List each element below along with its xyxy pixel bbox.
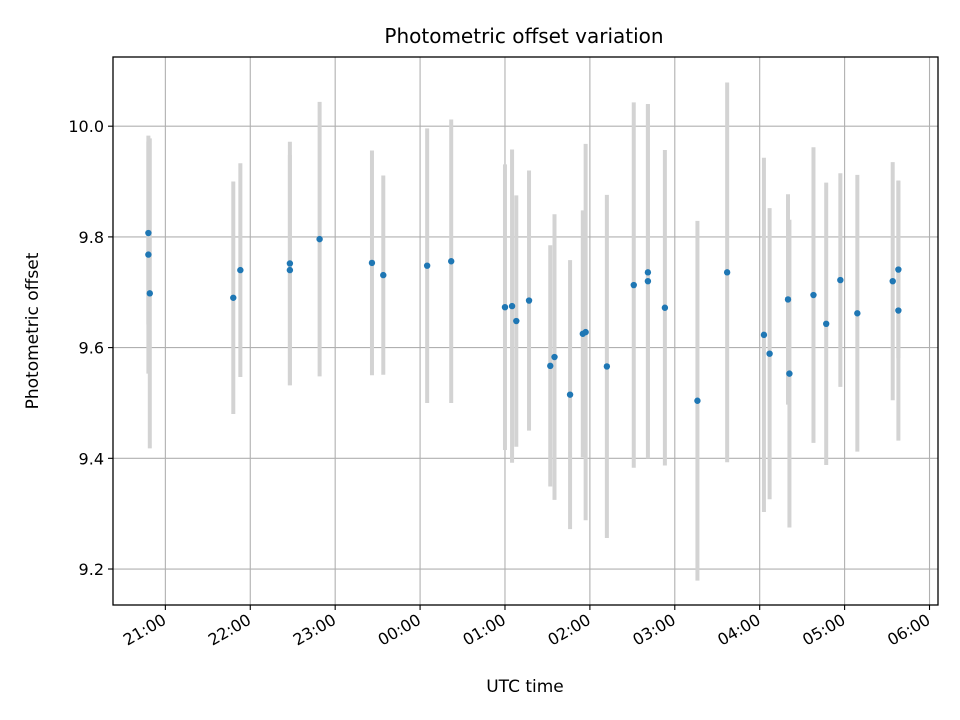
data-point [889,277,896,285]
x-tick-label: 04:00 [714,610,763,650]
x-tick-label: 01:00 [460,610,509,650]
plot-frame [112,56,939,606]
data-point [146,290,153,297]
data-point [566,391,574,398]
x-tick-label: 00:00 [375,610,424,650]
data-point [316,235,323,243]
data-point [603,363,611,370]
data-point [423,262,431,269]
data-point [895,307,902,314]
y-tick-label: 9.2 [79,560,104,579]
y-tick-label: 9.6 [79,339,104,358]
x-tick-label: 03:00 [629,610,678,650]
data-point [547,362,554,370]
data-point [513,317,520,325]
data-point [525,297,533,304]
data-points [145,229,902,404]
data-point [895,266,902,273]
x-tick-label: 05:00 [799,610,848,650]
data-point [786,370,793,377]
error-bars [146,82,901,581]
data-point [760,331,768,339]
x-tick-label: 21:00 [120,610,169,650]
x-axis-ticks: 21:00 22:00 23:00 00:00 01:00 02:00 03:00 04:00… [120,605,934,650]
data-point [766,350,773,357]
x-tick-label: 02:00 [544,610,593,650]
data-point [286,266,294,274]
y-tick-label: 9.4 [79,449,104,468]
data-point [145,251,152,258]
data-point [644,269,652,276]
data-point [448,258,455,265]
data-point [837,276,844,284]
x-tick-label: 22:00 [205,610,254,650]
data-point [630,281,637,289]
data-point [368,259,376,267]
x-axis-label: UTC time [486,677,564,697]
y-axis-ticks: 9.2 9.4 9.6 9.8 10.0 [68,117,113,579]
data-point [508,302,516,310]
data-point [823,320,830,328]
chart-title: Photometric offset variation [384,24,663,48]
data-point [723,269,731,276]
data-point [286,260,294,267]
y-tick-label: 10.0 [68,117,104,136]
data-point [644,277,652,285]
data-point [237,266,244,274]
data-point [145,229,152,237]
data-point [230,294,237,301]
data-point [551,353,558,361]
x-tick-label: 06:00 [884,610,933,650]
data-point [784,296,792,303]
x-tick-label: 23:00 [290,610,339,650]
data-point [694,397,701,404]
y-tick-label: 9.8 [79,228,104,247]
data-point [501,303,509,311]
data-point [854,310,861,317]
y-axis-label: Photometric offset [23,252,43,409]
data-point [582,328,589,336]
data-point [661,304,669,311]
data-point [810,291,817,299]
data-point [380,271,387,279]
